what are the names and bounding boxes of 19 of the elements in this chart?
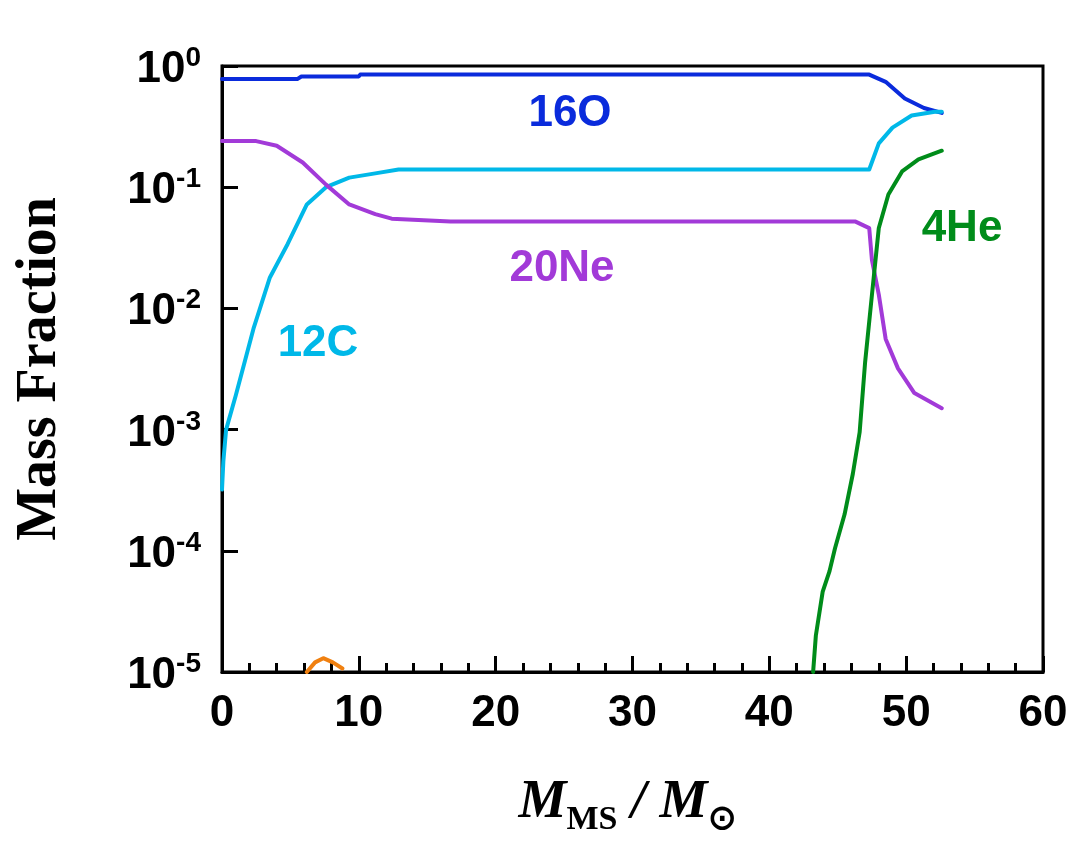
series-label: 20Ne <box>509 240 615 290</box>
y-tick-label: 10$^{-3}$ <box>127 404 201 455</box>
y-tick-label: 10$^{-1}$ <box>127 162 201 213</box>
x-tick-label: 50 <box>881 685 931 735</box>
x-tick-label: 10 <box>334 685 384 735</box>
y-tick-label: 10$^{0}$ <box>136 41 201 91</box>
series-label: 12C <box>277 315 359 365</box>
series-label: 4He <box>921 200 1003 250</box>
y-axis-title: Mass Fraction <box>5 197 67 541</box>
series-label: 16O <box>528 85 612 135</box>
y-tick-label: 10$^{-4}$ <box>127 525 201 576</box>
x-tick-label: 60 <box>1018 685 1068 735</box>
x-tick-label: 30 <box>608 685 657 735</box>
x-tick-label: 0 <box>209 685 235 735</box>
y-tick-label: 10$^{-2}$ <box>127 283 201 334</box>
y-tick-label: 10$^{-5}$ <box>127 647 201 697</box>
x-tick-label: 20 <box>471 685 521 735</box>
x-tick-label: 40 <box>744 685 794 735</box>
x-axis-title: M$_{MS}$ / M$_{⊙}$ <box>517 768 737 837</box>
